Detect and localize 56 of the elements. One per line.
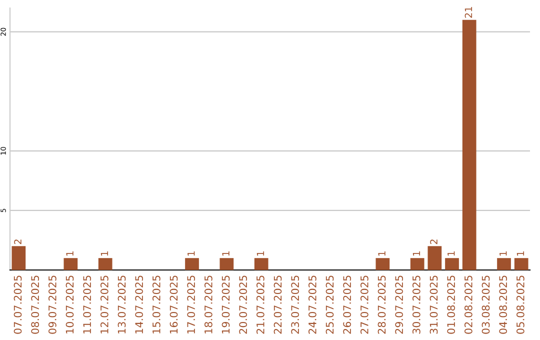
x-tick-label: 11.07.2025 [83, 276, 92, 334]
data-label: 1 [412, 251, 420, 256]
x-tick-label: 28.07.2025 [378, 276, 386, 334]
bar [64, 258, 78, 270]
bar [497, 258, 511, 270]
x-tick-label: 20.07.2025 [239, 276, 248, 334]
data-label: 1 [222, 251, 230, 256]
x-tick-label: 21.07.2025 [256, 276, 264, 334]
x-tick-label: 12.07.2025 [100, 276, 108, 334]
bar [410, 258, 424, 270]
bar [514, 258, 528, 270]
x-tick-label: 27.07.2025 [360, 276, 368, 334]
data-label: 1 [188, 251, 195, 256]
data-label: 2 [14, 240, 22, 244]
x-tick-label: 01.08.2025 [447, 276, 456, 334]
x-tick-label: 30.07.2025 [412, 276, 420, 334]
x-tick-label: 26.07.2025 [343, 276, 352, 334]
x-tick-label: 31.07.2025 [430, 276, 438, 334]
x-tick-label: 14.07.2025 [135, 276, 144, 334]
x-tick-label: 13.07.2025 [118, 276, 126, 334]
x-tick-label: 15.07.2025 [152, 276, 160, 334]
data-label: 1 [448, 251, 455, 256]
data-label: 1 [378, 251, 386, 256]
x-tick-label: 05.08.2025 [516, 276, 524, 334]
bar [220, 258, 234, 270]
x-tick-label: 23.07.2025 [291, 276, 300, 334]
bar [12, 246, 26, 270]
x-tick-label: 16.07.2025 [170, 276, 178, 334]
x-tick-label: 24.07.2025 [308, 276, 316, 334]
bar [185, 258, 199, 270]
data-label: 1 [516, 251, 524, 256]
x-tick-label: 19.07.2025 [222, 276, 230, 334]
x-tick-label: 09.07.2025 [48, 276, 56, 334]
data-label: 1 [500, 251, 507, 256]
bar [98, 258, 112, 270]
x-tick-label: 22.07.2025 [274, 276, 282, 334]
x-tick-label: 03.08.2025 [482, 276, 490, 334]
x-tick-label: 08.07.2025 [31, 276, 40, 334]
data-label: 1 [100, 251, 108, 256]
x-tick-label: 25.07.2025 [326, 276, 334, 334]
data-label: 2 [430, 240, 438, 244]
bar [376, 258, 390, 270]
x-tick-label: 07.07.2025 [14, 276, 22, 334]
bar [445, 258, 459, 270]
bar [462, 20, 476, 270]
x-tick-label: 10.07.2025 [66, 276, 74, 334]
x-tick-label: 04.08.2025 [499, 276, 508, 334]
data-label: 1 [66, 251, 74, 256]
x-tick-label: 29.07.2025 [395, 276, 404, 334]
bar [254, 258, 268, 270]
x-tick-label: 18.07.2025 [204, 276, 212, 334]
data-label: 1 [256, 251, 264, 256]
x-tick-label: 02.08.2025 [464, 276, 472, 334]
bar [428, 246, 442, 270]
data-label: 21 [464, 7, 472, 18]
x-tick-label: 17.07.2025 [187, 276, 196, 334]
